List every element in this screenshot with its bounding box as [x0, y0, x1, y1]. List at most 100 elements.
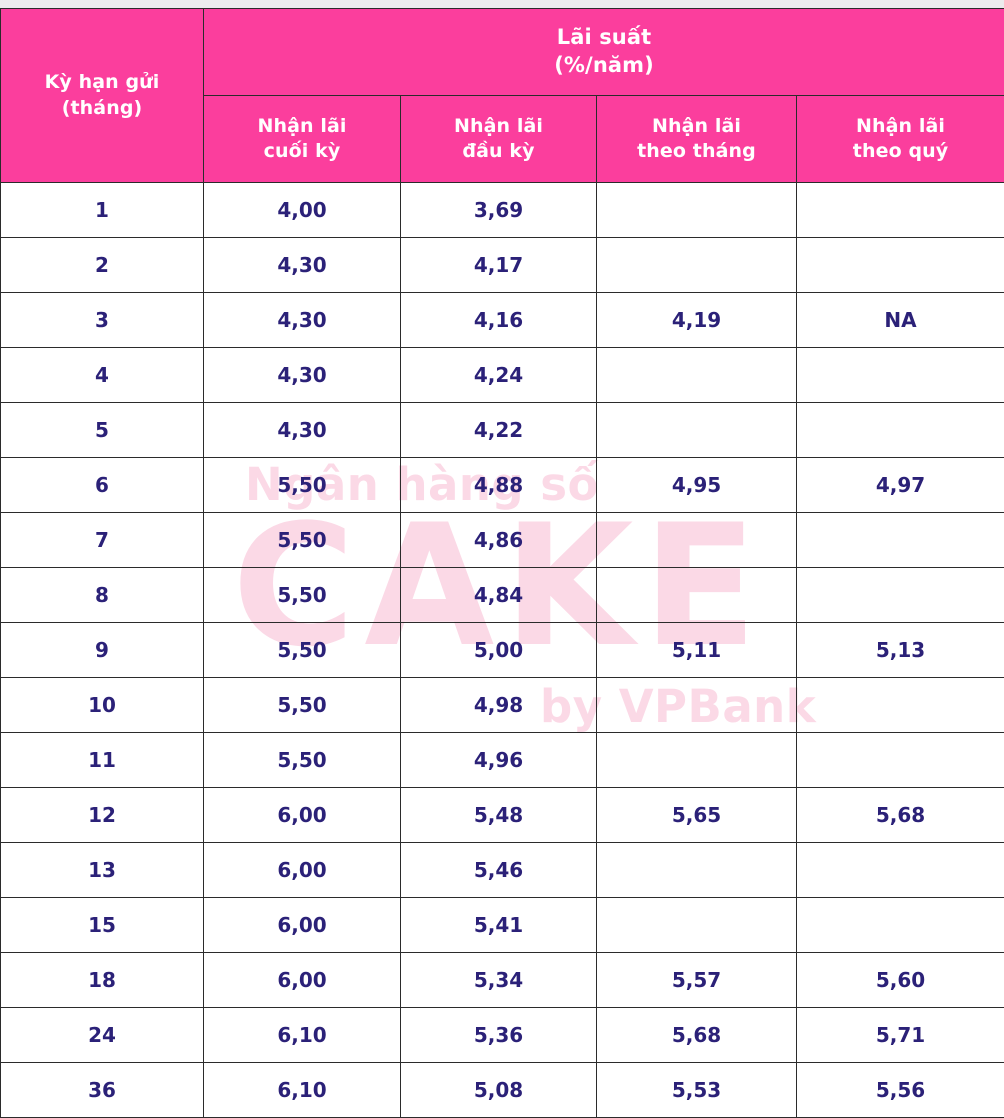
cell-period: 18: [1, 953, 204, 1008]
cell-begin-of-term: 5,08: [401, 1063, 597, 1118]
cell-period: 13: [1, 843, 204, 898]
cell-end-of-term: 4,30: [204, 348, 401, 403]
cell-quarterly: [797, 513, 1004, 568]
header-group-line2: (%/năm): [204, 52, 1004, 80]
cell-begin-of-term: 4,16: [401, 293, 597, 348]
cell-begin-of-term: 5,41: [401, 898, 597, 953]
cell-begin-of-term: 5,36: [401, 1008, 597, 1063]
header-end-line2: cuối kỳ: [204, 139, 400, 164]
cell-period: 7: [1, 513, 204, 568]
header-begin-line1: Nhận lãi: [401, 114, 596, 139]
cell-end-of-term: 6,00: [204, 843, 401, 898]
cell-begin-of-term: 4,86: [401, 513, 597, 568]
cell-quarterly: [797, 183, 1004, 238]
cell-quarterly: 5,68: [797, 788, 1004, 843]
cell-end-of-term: 6,10: [204, 1063, 401, 1118]
cell-begin-of-term: 4,88: [401, 458, 597, 513]
cell-quarterly: 5,13: [797, 623, 1004, 678]
cell-period: 12: [1, 788, 204, 843]
cell-monthly: 5,53: [597, 1063, 797, 1118]
cell-period: 11: [1, 733, 204, 788]
cell-quarterly: [797, 568, 1004, 623]
header-quarterly-line1: Nhận lãi: [797, 114, 1004, 139]
header-cell-end-of-term: Nhận lãi cuối kỳ: [204, 96, 401, 183]
cell-quarterly: [797, 403, 1004, 458]
cell-quarterly: [797, 678, 1004, 733]
cell-period: 2: [1, 238, 204, 293]
cell-monthly: 5,65: [597, 788, 797, 843]
cell-period: 5: [1, 403, 204, 458]
cell-monthly: [597, 678, 797, 733]
cell-quarterly: 5,71: [797, 1008, 1004, 1063]
header-begin-line2: đầu kỳ: [401, 139, 596, 164]
cell-quarterly: [797, 843, 1004, 898]
cell-period: 3: [1, 293, 204, 348]
header-cell-begin-of-term: Nhận lãi đầu kỳ: [401, 96, 597, 183]
cell-monthly: 4,95: [597, 458, 797, 513]
header-cell-quarterly: Nhận lãi theo quý: [797, 96, 1004, 183]
cell-end-of-term: 5,50: [204, 458, 401, 513]
cell-quarterly: 4,97: [797, 458, 1004, 513]
cell-period: 1: [1, 183, 204, 238]
cell-period: 6: [1, 458, 204, 513]
cell-begin-of-term: 5,46: [401, 843, 597, 898]
cell-monthly: [597, 898, 797, 953]
cell-begin-of-term: 3,69: [401, 183, 597, 238]
cell-end-of-term: 4,30: [204, 238, 401, 293]
header-monthly-line1: Nhận lãi: [597, 114, 796, 139]
cell-monthly: [597, 348, 797, 403]
cell-monthly: [597, 513, 797, 568]
cell-period: 15: [1, 898, 204, 953]
header-cell-interest-rate-group: Lãi suất (%/năm): [204, 9, 1004, 96]
cell-begin-of-term: 4,96: [401, 733, 597, 788]
cell-quarterly: 5,60: [797, 953, 1004, 1008]
cell-end-of-term: 5,50: [204, 623, 401, 678]
cell-monthly: [597, 843, 797, 898]
cell-monthly: 4,19: [597, 293, 797, 348]
cell-quarterly: NA: [797, 293, 1004, 348]
header-monthly-line2: theo tháng: [597, 139, 796, 164]
header-cell-monthly: Nhận lãi theo tháng: [597, 96, 797, 183]
cell-period: 10: [1, 678, 204, 733]
cell-begin-of-term: 4,24: [401, 348, 597, 403]
cell-end-of-term: 6,10: [204, 1008, 401, 1063]
cell-end-of-term: 5,50: [204, 733, 401, 788]
cell-monthly: [597, 403, 797, 458]
header-quarterly-line2: theo quý: [797, 139, 1004, 164]
cell-quarterly: [797, 238, 1004, 293]
cell-monthly: [597, 568, 797, 623]
cell-quarterly: [797, 348, 1004, 403]
cell-end-of-term: 6,00: [204, 788, 401, 843]
cell-period: 36: [1, 1063, 204, 1118]
cell-end-of-term: 5,50: [204, 513, 401, 568]
cell-end-of-term: 4,30: [204, 293, 401, 348]
header-period-line1: Kỳ hạn gửi: [1, 70, 203, 95]
header-period-line2: (tháng): [1, 96, 203, 121]
cell-monthly: [597, 733, 797, 788]
header-end-line1: Nhận lãi: [204, 114, 400, 139]
cell-end-of-term: 6,00: [204, 953, 401, 1008]
cell-begin-of-term: 4,22: [401, 403, 597, 458]
cell-end-of-term: 6,00: [204, 898, 401, 953]
cell-monthly: 5,11: [597, 623, 797, 678]
cell-begin-of-term: 5,00: [401, 623, 597, 678]
deposit-interest-rate-table: Kỳ hạn gửi (tháng) Lãi suất (%/năm) Nhận…: [0, 8, 1004, 1118]
cell-end-of-term: 4,00: [204, 183, 401, 238]
cell-begin-of-term: 4,17: [401, 238, 597, 293]
cell-monthly: 5,57: [597, 953, 797, 1008]
cell-monthly: [597, 238, 797, 293]
cell-end-of-term: 4,30: [204, 403, 401, 458]
